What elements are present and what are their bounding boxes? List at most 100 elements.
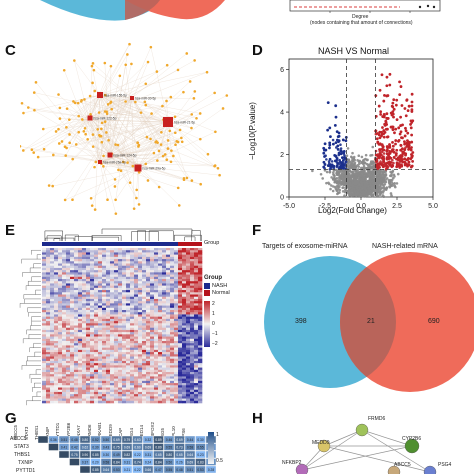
network-target-node — [174, 115, 177, 118]
volcano-point — [371, 146, 374, 149]
network-hub-label: hsa-miR-122-5p — [94, 117, 117, 121]
venn-a-fragment — [40, 0, 225, 21]
corr-value: 0.28 — [208, 468, 214, 472]
network-target-node — [93, 69, 96, 72]
network-target-node — [58, 142, 61, 145]
ppi-label-psg4: PSG4 — [438, 462, 451, 468]
corr-value: 0.26 — [176, 461, 182, 465]
network-target-node — [161, 105, 164, 108]
volcano-point-up — [400, 130, 403, 133]
volcano-point-up — [401, 124, 404, 127]
network-target-node — [183, 177, 186, 180]
volcano-point — [333, 181, 336, 184]
network-target-node — [138, 203, 141, 206]
volcano-point-down — [336, 139, 339, 142]
volcano-point — [349, 165, 352, 168]
network-target-node — [167, 147, 170, 150]
volcano-point-up — [376, 137, 379, 140]
volcano-point — [390, 175, 393, 178]
volcano-point-up — [382, 100, 385, 103]
corr-cell — [38, 436, 48, 443]
volcano-point — [351, 160, 354, 163]
volcano-point-up — [411, 165, 414, 168]
corr-value: 0.32 — [145, 438, 151, 442]
volcano-point — [352, 194, 355, 197]
volcano-point-up — [383, 113, 386, 116]
network-target-node — [73, 59, 76, 62]
corr-value: 0.55 — [197, 446, 203, 450]
corr-value: 0.69 — [187, 461, 193, 465]
network-target-node — [207, 153, 210, 156]
network-target-node — [66, 107, 69, 110]
volcano-point-up — [376, 141, 379, 144]
network-target-node — [199, 138, 202, 141]
volcano-point-up — [411, 108, 414, 111]
network-target-node — [195, 117, 198, 120]
volcano-point-up — [386, 165, 389, 168]
heatmap-legend: Group NASH Normal 2 1 0 −1 −2 — [204, 275, 230, 347]
network-mirna-hub — [163, 117, 173, 127]
corr-value: 0.50 — [103, 438, 109, 442]
network-target-node — [59, 117, 62, 120]
volcano-point-down — [324, 149, 327, 152]
network-target-node — [130, 63, 133, 66]
network-mirna-hub — [108, 153, 113, 158]
network-hub-label: hsa-miR-29a-5p — [143, 167, 166, 171]
network-target-node — [84, 127, 87, 130]
network-target-node — [51, 185, 54, 188]
volcano-point-up — [378, 131, 381, 134]
volcano-point-up — [395, 158, 398, 161]
corr-value: 0.90 — [82, 453, 88, 457]
volcano-point — [359, 186, 362, 189]
network-target-node — [124, 63, 127, 66]
volcano-point — [393, 184, 396, 187]
network-target-node — [199, 112, 202, 115]
volcano-point — [336, 177, 339, 180]
volcano-point-up — [385, 112, 388, 115]
volcano-point-up — [386, 136, 389, 139]
network-target-node — [33, 91, 36, 94]
network-target-node — [186, 177, 189, 180]
volcano-point-up — [408, 141, 411, 144]
network-target-node — [31, 148, 34, 151]
panel-label-c: C — [5, 42, 16, 59]
volcano-point — [329, 188, 332, 191]
heatmap-top-bar-label: Group — [204, 240, 219, 246]
volcano-point-down — [336, 145, 339, 148]
volcano-point-up — [397, 126, 400, 129]
network-target-node — [89, 113, 92, 116]
ppi-label-cyp2b6: CYP2B6 — [402, 436, 421, 442]
corr-value: 0.80 — [82, 438, 88, 442]
ppi-label-abcc5: ABCC5 — [394, 462, 411, 468]
volcano-point-down — [334, 155, 337, 158]
network-target-node — [153, 152, 156, 155]
network-target-node — [146, 136, 149, 139]
network-target-node — [136, 142, 139, 145]
volcano-point — [366, 159, 369, 162]
volcano-point — [337, 191, 340, 194]
volcano-point-up — [404, 135, 407, 138]
corr-value: 0.84 — [113, 461, 119, 465]
corr-value: 0.85 — [92, 468, 98, 472]
volcano-point — [382, 194, 385, 197]
volcano-point-down — [334, 104, 337, 107]
volcano-point-down — [324, 142, 327, 145]
scale-tick: −1 — [212, 331, 218, 337]
volcano-point — [393, 173, 396, 176]
network-target-node — [57, 93, 60, 96]
network-target-node — [190, 113, 193, 116]
network-target-node — [59, 107, 62, 110]
corr-value: 0.30 — [197, 438, 203, 442]
volcano-point-up — [384, 124, 387, 127]
degree-plot-fragment — [290, 0, 440, 13]
network-target-node — [135, 189, 138, 192]
corr-row-labels: ABCC5 STAT3 THBS1 TXNIP PYTTD1 — [10, 436, 35, 476]
corr-value: 0.20 — [92, 461, 98, 465]
volcano-point — [383, 177, 386, 180]
volcano-point — [352, 157, 355, 160]
network-target-node — [191, 179, 194, 182]
volcano-point — [366, 175, 369, 178]
volcano-point — [354, 165, 357, 168]
volcano-point — [397, 173, 400, 176]
corr-value: 0.31 — [124, 461, 130, 465]
